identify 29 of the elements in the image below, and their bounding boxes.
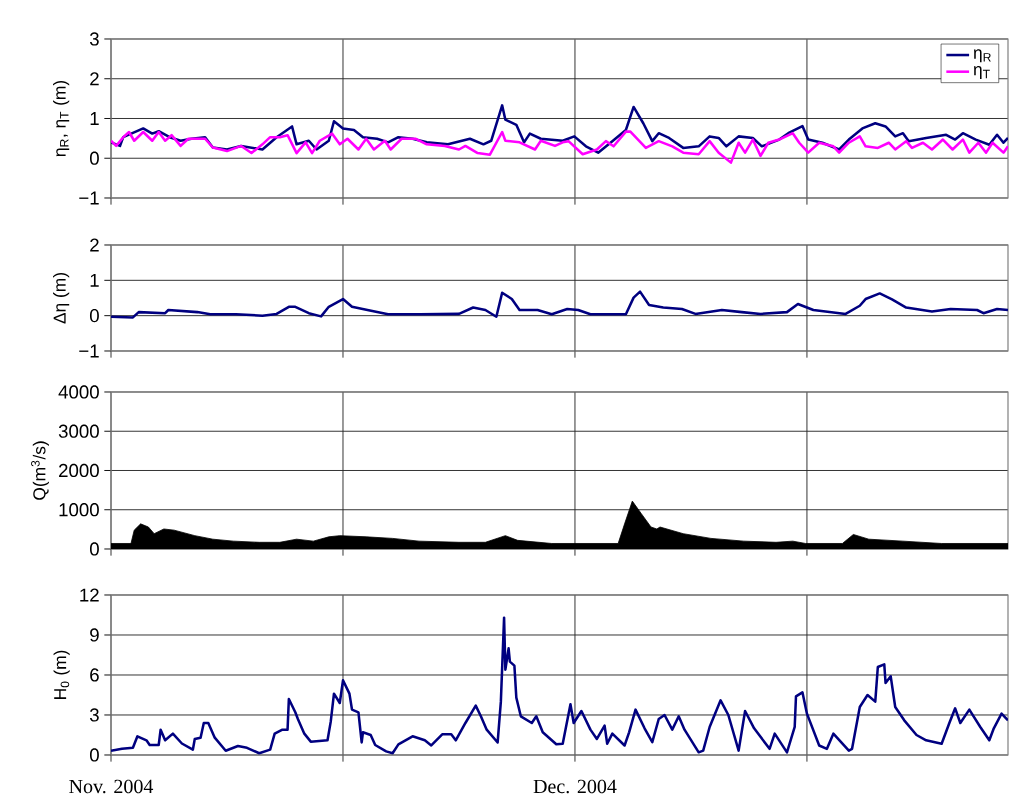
y-tick-label: 2000: [59, 463, 99, 478]
y-axis-title: H$_{0}$ (m): [53, 650, 70, 699]
line-series: [111, 616, 1008, 755]
y-axis-title: Q(m$^{3}$/s): [31, 441, 49, 500]
y-tick-label: 3: [89, 708, 99, 722]
y-tick-label: 3: [89, 32, 99, 46]
y-axis-title: η$_{R}$, η$_{T}$ (m): [53, 80, 70, 157]
y-tick-label: 6: [90, 668, 99, 682]
y-tick-label: 4000: [58, 385, 99, 399]
y-tick-label: 1000: [59, 503, 99, 517]
y-tick-label: 1: [90, 112, 99, 125]
y-tick-label: 0: [89, 151, 99, 165]
line-series: [111, 130, 1008, 164]
y-tick-label: 0: [89, 309, 99, 323]
y-tick-label: 3000: [58, 424, 99, 438]
y-tick-label: 0: [89, 748, 99, 762]
y-tick-label: −1: [79, 191, 99, 205]
legend-label: η$_{T}$: [973, 66, 990, 79]
y-tick-label: −1: [79, 344, 99, 358]
y-tick-label: 0: [89, 542, 99, 556]
y-axis-title: Δη (m): [53, 273, 70, 324]
y-tick-label: 9: [90, 628, 99, 642]
x-tick-label: Nov. 2004: [69, 779, 154, 794]
y-tick-label: 12: [80, 588, 99, 602]
y-tick-label: 2: [90, 72, 99, 86]
y-tick-label: 1: [90, 273, 99, 287]
x-tick-label: Dec. 2004: [533, 779, 617, 794]
y-tick-label: 2: [90, 238, 99, 252]
legend-label: η$_{R}$: [973, 49, 991, 63]
